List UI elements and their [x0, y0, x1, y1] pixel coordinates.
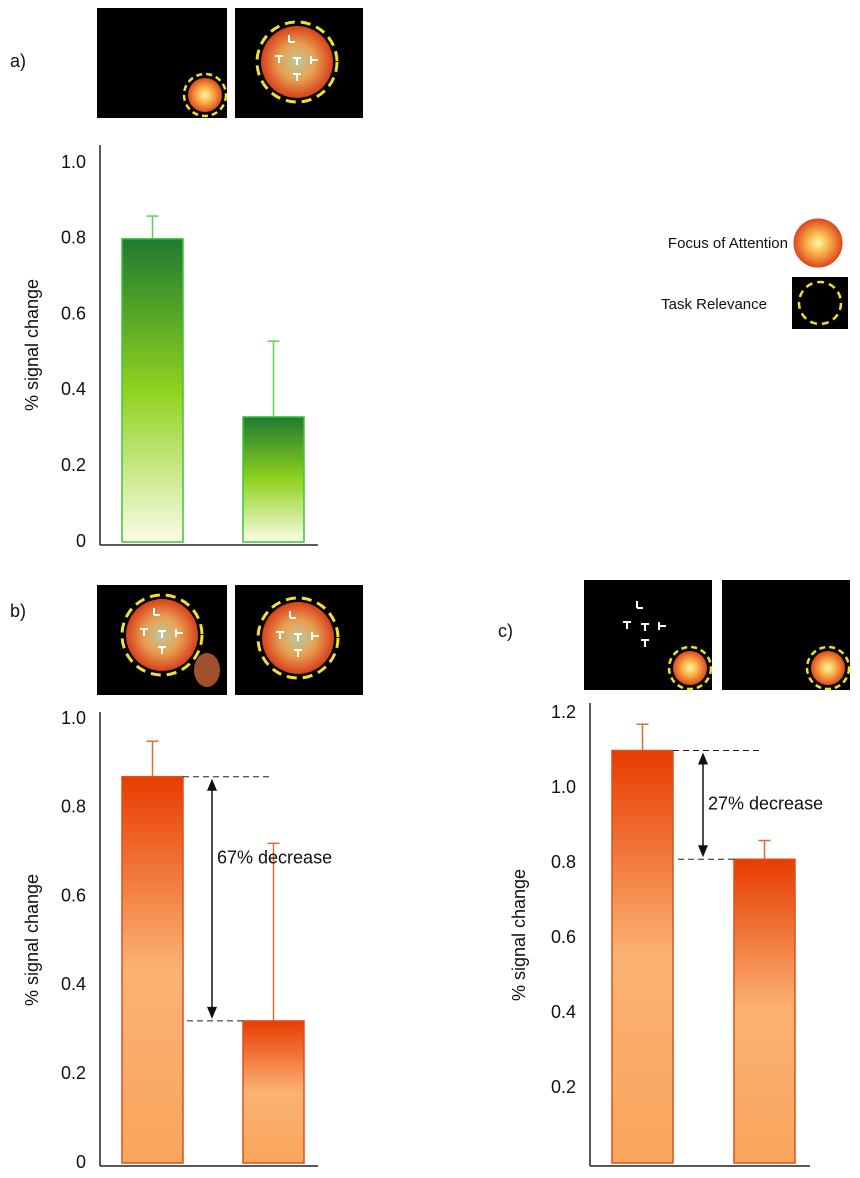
y-tick-label: 0.2 — [61, 1063, 86, 1083]
y-axis-label: % signal change — [22, 874, 42, 1006]
y-tick-label: 0.6 — [61, 303, 86, 323]
figure: Focus of Attention Task Relevance a) % si… — [0, 0, 860, 1173]
legend-label: Task Relevance — [661, 296, 767, 313]
bar — [243, 417, 304, 542]
y-tick-label: 0.2 — [551, 1077, 576, 1097]
panel-label: a) — [10, 51, 26, 71]
arrow-head — [698, 845, 708, 857]
bar — [243, 1021, 304, 1163]
legend: Focus of Attention Task Relevance — [661, 219, 848, 329]
y-axis-label: % signal change — [22, 279, 42, 411]
annotation: 27% decrease — [708, 794, 823, 814]
y-tick-label: 0.8 — [61, 797, 86, 817]
y-tick-label: 0.6 — [61, 885, 86, 905]
bar — [122, 777, 183, 1163]
bar — [734, 859, 795, 1163]
y-tick-label: 0.4 — [61, 379, 86, 399]
panel-label: b) — [10, 601, 26, 621]
legend-label: Focus of Attention — [668, 235, 788, 252]
panel-label: c) — [498, 621, 513, 641]
y-tick-label: 0.4 — [61, 974, 86, 994]
y-tick-label: 1.2 — [551, 702, 576, 722]
arrow-head — [207, 1007, 217, 1019]
y-tick-label: 0.4 — [551, 1002, 576, 1022]
y-tick-label: 0.8 — [551, 852, 576, 872]
y-tick-label: 0.2 — [61, 455, 86, 475]
legend-icon — [794, 219, 842, 267]
arrow-head — [207, 779, 217, 791]
y-tick-label: 0 — [76, 1152, 86, 1172]
y-tick-label: 1.0 — [61, 708, 86, 728]
arrow-head — [698, 753, 708, 765]
y-tick-label: 1.0 — [551, 777, 576, 797]
y-axis-label: % signal change — [509, 869, 529, 1001]
legend-icon — [792, 277, 848, 329]
stimulus-panels — [97, 8, 850, 695]
y-tick-label: 0 — [76, 531, 86, 551]
bar — [122, 239, 183, 542]
annotation: 67% decrease — [217, 848, 332, 868]
y-tick-label: 0.6 — [551, 927, 576, 947]
bar — [612, 751, 673, 1164]
y-tick-label: 1.0 — [61, 152, 86, 172]
y-tick-label: 0.8 — [61, 228, 86, 248]
